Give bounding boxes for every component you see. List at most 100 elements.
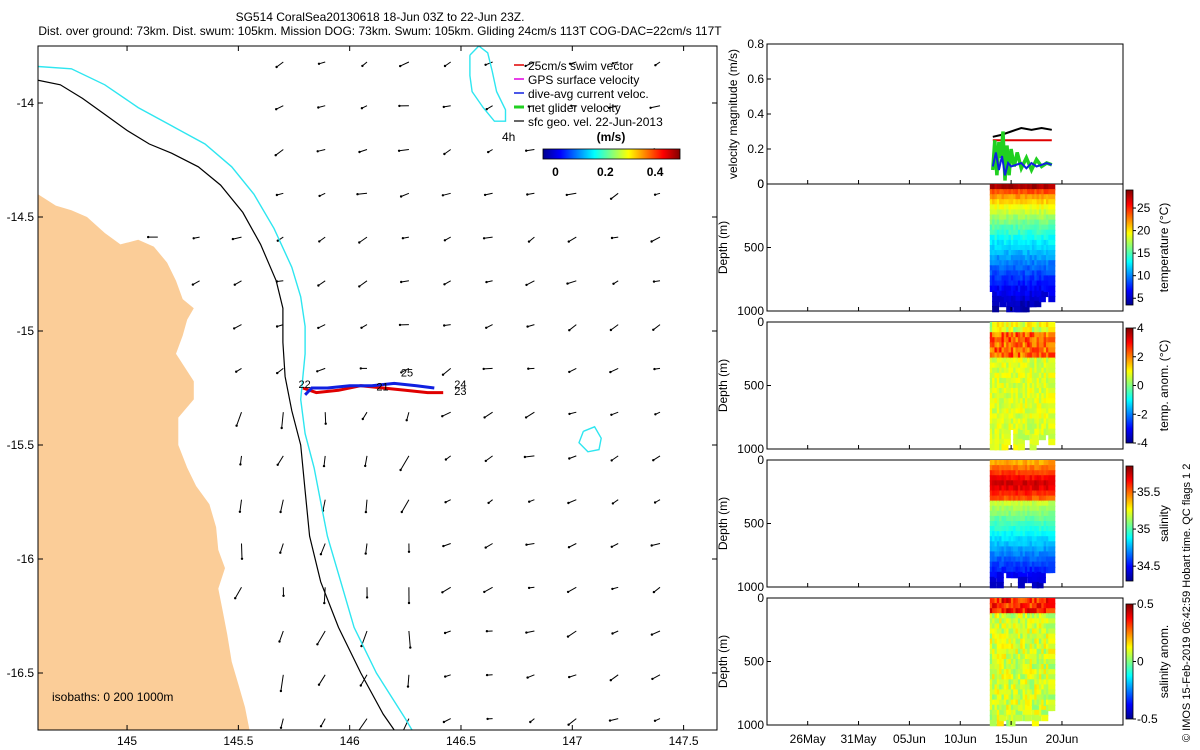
velocity-arrow-head (650, 240, 653, 243)
velocity-arrow (568, 543, 577, 548)
velocity-arrow-head (322, 464, 326, 468)
velocity-arrow-head (275, 193, 279, 197)
velocity-arrow-head (443, 152, 446, 156)
velocity-arrow (234, 587, 242, 599)
section-cell (1048, 526, 1056, 533)
velocity-arrow-head (609, 679, 612, 682)
isobaths-label: isobaths: 0 200 1000m (52, 690, 173, 704)
velocity-arrow-head (609, 197, 613, 200)
velocity-arrow (653, 455, 661, 461)
velocity-arrow (277, 455, 284, 466)
velocity-arrow (275, 149, 284, 156)
section-cell (1031, 571, 1039, 579)
section-cell (1048, 495, 1056, 502)
velocity-arrow-head (317, 326, 320, 330)
section-cell (1048, 260, 1056, 267)
velocity-arrow (652, 324, 661, 331)
velocity-arrow-head (524, 64, 527, 68)
track-day-label: 24 (454, 379, 466, 391)
section-cell (1015, 714, 1023, 722)
map-x-tick-label: 146.5 (446, 734, 476, 748)
legend-gps-label: GPS surface velocity (528, 73, 639, 87)
velocity-arrow (651, 630, 661, 636)
velocity-arrow (483, 367, 493, 370)
velocity-arrow-head (398, 323, 402, 327)
section-cell (1029, 295, 1037, 303)
velocity-arrow-head (364, 510, 368, 514)
velocity-arrow-head (275, 108, 278, 111)
velocity-arrow-head (567, 501, 570, 505)
velocity-arrow-head (147, 235, 150, 239)
velocity-arrow-head (233, 327, 236, 330)
velocity-arrow-head (652, 590, 656, 594)
velocity-arrow-head (567, 546, 571, 549)
velocity-arrow (357, 192, 368, 195)
velocity-arrow (401, 499, 410, 513)
velocity-arrow-head (612, 282, 615, 285)
velocity-arrow-head (484, 546, 487, 549)
velocity-arrow (362, 411, 368, 420)
section-cell (1024, 428, 1032, 436)
map-y-tick-label: -15 (17, 324, 35, 338)
velocity-arrow-head (316, 370, 319, 373)
section-cell (1048, 413, 1056, 420)
track-day-label: 23 (454, 386, 466, 398)
dive-avg-current-track (304, 381, 435, 396)
velocity-arrow-head (359, 684, 362, 687)
velocity-arrow-head (409, 646, 412, 649)
velocity-arrow-head (525, 149, 528, 152)
velocity-arrow-head (525, 283, 528, 287)
velocity-arrow (234, 280, 242, 286)
velocity-arrow-head (240, 557, 244, 560)
velocity-arrow-head (654, 413, 657, 416)
velocity-arrow (652, 674, 661, 680)
section-cell (996, 571, 1004, 579)
velocity-arrow-head (650, 544, 653, 547)
velocity-panel-frame (766, 43, 1124, 185)
section-cell (1048, 357, 1056, 364)
velocity-arrow (527, 192, 535, 195)
section-cell (1048, 428, 1056, 436)
section-cell (1015, 290, 1023, 298)
section-cell (1034, 709, 1042, 717)
section-cell (1048, 475, 1056, 482)
section-cell (1048, 536, 1056, 543)
section-cell (992, 290, 1000, 298)
velocity-arrow (443, 718, 451, 723)
temp-anomaly-panel-y-tick-label: 1000 (737, 442, 764, 456)
velocity-arrow (567, 280, 577, 285)
section-cell (1006, 566, 1014, 574)
section-cell (1001, 443, 1009, 451)
velocity-arrow-head (610, 236, 614, 240)
velocity-arrow (232, 236, 242, 240)
velocity-arrow-head (528, 500, 531, 503)
section-cell (996, 566, 1004, 574)
velocity-arrow-head (407, 550, 411, 553)
velocity-arrow (323, 587, 326, 604)
map-y-tick-label: -15.5 (7, 438, 35, 452)
section-cell (1017, 581, 1025, 589)
velocity-arrow-head (233, 283, 236, 286)
velocity-arrow-head (319, 553, 323, 556)
velocity-arrow (401, 367, 410, 373)
map-x-tick-label: 145 (117, 734, 137, 748)
section-cell (1048, 245, 1056, 252)
section-cell (989, 443, 997, 451)
velocity-arrow-head (483, 416, 486, 419)
section-cell (1048, 485, 1056, 492)
salinity-panel-y-tick-label: 500 (744, 517, 764, 531)
section-cell (1048, 613, 1056, 620)
velocity-arrow-head (279, 689, 283, 693)
section-cell (1048, 327, 1056, 334)
section-cell (1048, 332, 1056, 339)
velocity-arrow (318, 280, 326, 286)
legend-net-label: net glider velocity (528, 101, 621, 115)
colorbar-tick-label: 0.4 (647, 165, 664, 179)
section-cell (1048, 633, 1056, 640)
section-cell (1034, 704, 1042, 712)
velocity-arrow-head (276, 239, 279, 242)
temp-anomaly-panel-colorbar-tick-label: 2 (1137, 350, 1144, 364)
section-cell (1048, 383, 1056, 390)
velocity-arrow (651, 543, 661, 546)
